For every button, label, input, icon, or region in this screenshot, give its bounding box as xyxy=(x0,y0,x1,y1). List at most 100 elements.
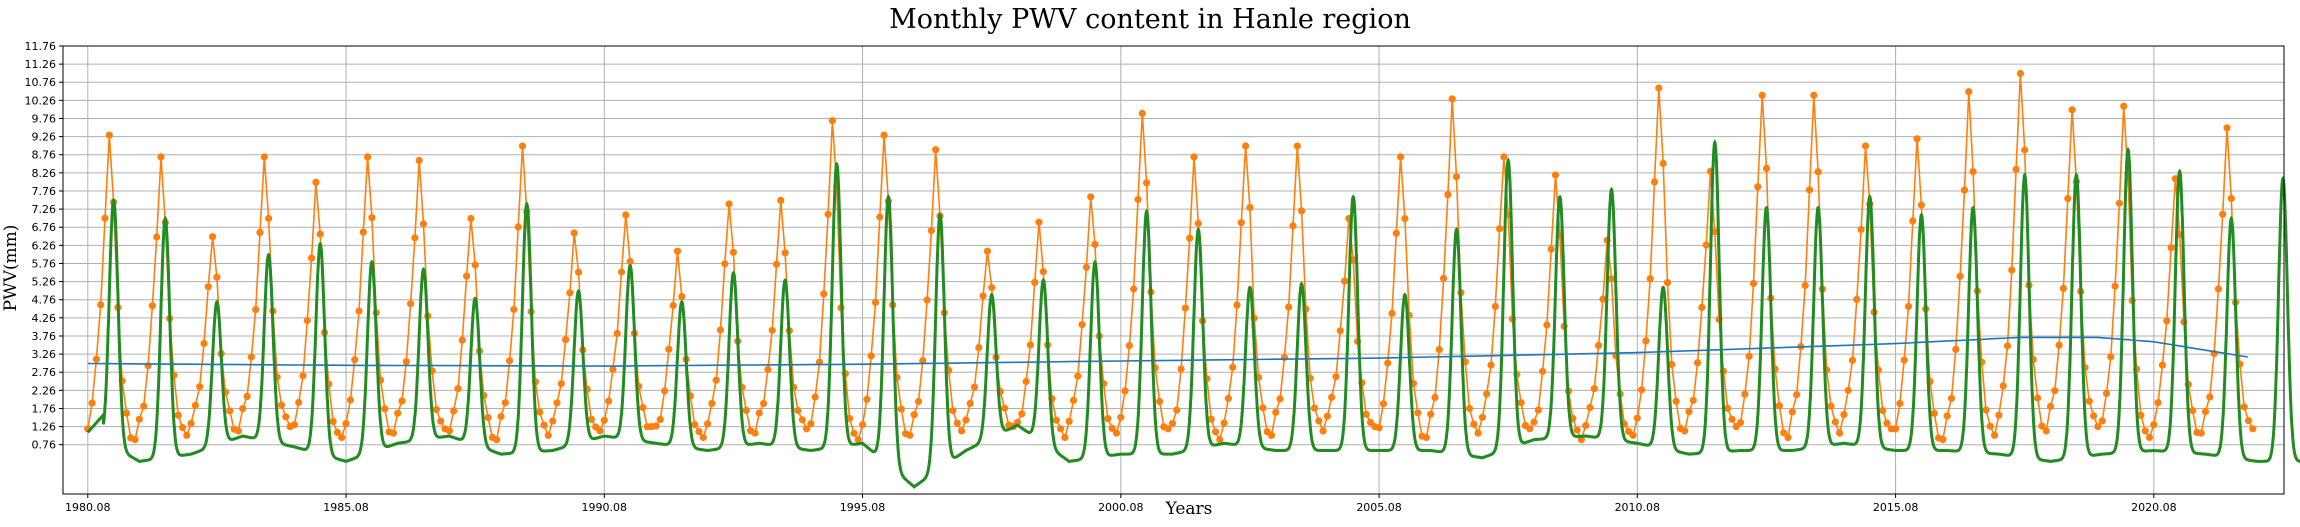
observed-pwv-point xyxy=(540,421,548,429)
observed-pwv-point xyxy=(1917,201,1925,209)
y-tick-label: 1.76 xyxy=(32,402,57,415)
observed-pwv-point xyxy=(1930,409,1938,417)
observed-pwv-point xyxy=(1384,359,1392,367)
observed-pwv-point xyxy=(953,419,961,427)
observed-pwv-point xyxy=(652,422,660,430)
observed-pwv-point xyxy=(1892,425,1900,433)
observed-pwv-point xyxy=(88,399,96,407)
observed-pwv-point xyxy=(252,306,260,314)
observed-pwv-point xyxy=(669,301,677,310)
observed-pwv-point xyxy=(1947,394,1956,402)
observed-pwv-point xyxy=(708,399,716,407)
observed-pwv-point xyxy=(1780,429,1788,437)
observed-pwv-point xyxy=(626,257,634,266)
observed-pwv-point xyxy=(2145,433,2154,442)
observed-pwv-point xyxy=(794,406,802,415)
observed-pwv-point xyxy=(1444,191,1452,199)
observed-pwv-point xyxy=(2111,282,2119,290)
observed-pwv-point xyxy=(2003,342,2012,350)
observed-pwv-point xyxy=(1069,396,1078,404)
observed-pwv-point xyxy=(277,401,286,409)
observed-pwv-point xyxy=(2046,402,2055,410)
observed-pwv-point xyxy=(1857,225,1865,234)
observed-pwv-point xyxy=(2154,399,2162,407)
observed-pwv-point xyxy=(1026,341,1034,349)
observed-pwv-point xyxy=(1883,419,1891,427)
observed-pwv-point xyxy=(398,397,406,405)
observed-pwv-point xyxy=(419,220,428,228)
observed-pwv-point xyxy=(510,305,518,314)
observed-pwv-point xyxy=(493,436,501,444)
observed-pwv-point xyxy=(1986,422,1994,430)
observed-pwv-point xyxy=(1689,396,1697,404)
observed-pwv-point xyxy=(209,233,217,241)
observed-pwv-point xyxy=(587,415,596,423)
observed-pwv-point xyxy=(721,260,729,268)
observed-pwv-point xyxy=(1638,386,1646,394)
observed-pwv-point xyxy=(2098,417,2106,425)
observed-pwv-point xyxy=(265,214,273,222)
y-tick-label: 4.76 xyxy=(32,294,57,307)
observed-pwv-point xyxy=(562,336,570,344)
observed-pwv-point xyxy=(570,229,578,237)
observed-pwv-point xyxy=(1607,275,1616,283)
observed-pwv-point xyxy=(135,415,143,423)
observed-pwv-point xyxy=(1582,421,1590,430)
observed-pwv-point xyxy=(1323,412,1331,420)
observed-pwv-point xyxy=(2012,165,2020,173)
observed-pwv-point xyxy=(1831,418,1839,426)
observed-pwv-point xyxy=(226,407,234,415)
observed-pwv-point xyxy=(1052,416,1060,424)
observed-pwv-point xyxy=(2055,341,2063,349)
observed-pwv-point xyxy=(514,223,522,231)
observed-pwv-point xyxy=(691,421,699,429)
observed-pwv-point xyxy=(1074,372,1082,380)
x-tick-label: 1985.08 xyxy=(323,501,369,514)
observed-pwv-point xyxy=(1969,168,1977,176)
observed-pwv-point xyxy=(2223,124,2231,132)
observed-pwv-point xyxy=(1551,171,1560,179)
observed-pwv-point xyxy=(824,210,832,218)
observed-pwv-point xyxy=(1018,410,1026,418)
y-tick-label: 5.76 xyxy=(32,257,57,270)
observed-pwv-point xyxy=(467,214,475,223)
observed-pwv-point xyxy=(1379,400,1387,408)
observed-pwv-point xyxy=(1388,309,1396,317)
observed-pwv-point xyxy=(1848,356,1857,364)
observed-pwv-point xyxy=(256,228,264,236)
observed-pwv-point xyxy=(2008,266,2016,274)
fitted-pwv-curve xyxy=(86,139,2300,489)
observed-pwv-point xyxy=(1091,240,1099,248)
observed-pwv-point xyxy=(958,427,966,435)
observed-pwv-point xyxy=(1414,409,1422,417)
observed-pwv-point xyxy=(471,261,479,269)
observed-pwv-point xyxy=(914,397,923,406)
observed-pwv-point xyxy=(932,146,940,154)
observed-pwv-point xyxy=(1943,412,1951,420)
observed-pwv-point xyxy=(2189,407,2197,415)
observed-pwv-point xyxy=(1629,431,1637,439)
observed-pwv-point xyxy=(364,153,372,161)
observed-pwv-point xyxy=(1177,365,1185,373)
observed-pwv-point xyxy=(1586,403,1594,412)
observed-pwv-point xyxy=(695,428,703,436)
y-tick-label: 4.26 xyxy=(32,312,57,325)
observed-pwv-point xyxy=(596,427,604,435)
observed-pwv-point xyxy=(1965,88,1973,96)
observed-pwv-point xyxy=(2085,397,2093,405)
observed-pwv-point xyxy=(1246,203,1254,212)
observed-pwv-point xyxy=(1108,424,1116,432)
observed-pwv-point xyxy=(600,416,608,424)
x-tick-label: 2000.08 xyxy=(1098,501,1144,514)
observed-pwv-point xyxy=(2042,427,2050,435)
observed-pwv-point xyxy=(1267,431,1276,439)
observed-pwv-point xyxy=(394,409,402,417)
observed-pwv-point xyxy=(1134,195,1142,204)
observed-pwv-point xyxy=(359,228,367,236)
observed-pwv-point xyxy=(2120,102,2128,110)
observed-pwv-point xyxy=(1483,390,1491,398)
observed-pwv-point xyxy=(1397,153,1405,161)
observed-pwv-point xyxy=(1035,218,1043,226)
